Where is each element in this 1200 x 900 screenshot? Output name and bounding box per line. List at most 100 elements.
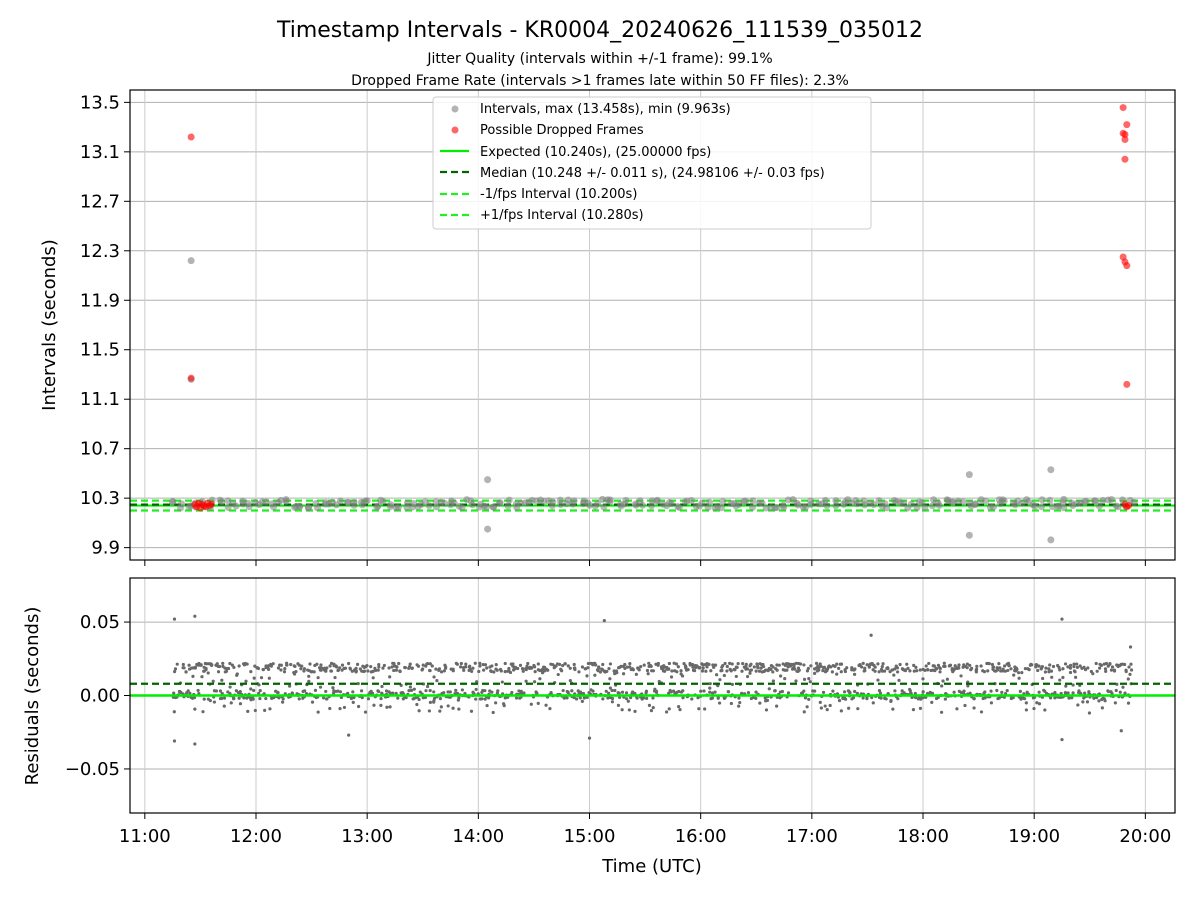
residual-point <box>871 701 875 705</box>
legend-entry-dropped: Possible Dropped Frames <box>480 123 644 138</box>
residual-point <box>448 690 452 694</box>
residual-point <box>220 696 224 700</box>
residual-point <box>1063 662 1068 666</box>
residual-point <box>916 697 920 701</box>
intervals-x-ticks <box>144 560 1146 566</box>
residual-point <box>915 669 919 673</box>
legend-entry-lower-bound: -1/fps Interval (10.200s) <box>480 187 637 202</box>
x-tick-label: 12:00 <box>230 826 282 847</box>
residual-point <box>644 689 649 693</box>
residual-point <box>549 690 553 695</box>
residual-point <box>879 696 883 700</box>
residual-point <box>212 700 217 704</box>
residual-point <box>249 687 253 691</box>
residual-point <box>347 661 351 666</box>
residual-point <box>856 707 860 711</box>
residual-point <box>798 662 803 666</box>
residual-point <box>245 696 249 700</box>
residual-point <box>428 669 432 673</box>
interval-point <box>1038 496 1046 504</box>
residual-point <box>759 666 763 670</box>
residual-point <box>918 706 923 710</box>
residual-point <box>1057 665 1061 670</box>
residual-point <box>792 664 796 668</box>
residual-point <box>322 666 327 670</box>
residual-point <box>259 676 264 680</box>
residual-point <box>336 668 340 673</box>
residual-point <box>216 670 221 674</box>
residual-point <box>491 710 495 715</box>
residual-point <box>1022 697 1027 701</box>
residual-point <box>1011 696 1015 700</box>
residual-point <box>873 669 877 673</box>
residual-point <box>303 689 307 693</box>
residual-point <box>1047 670 1051 674</box>
residual-point <box>740 691 744 695</box>
residual-point <box>249 669 253 674</box>
residual-point <box>508 670 513 675</box>
residual-point <box>404 696 408 700</box>
interval-point <box>218 498 226 506</box>
residual-point <box>1006 661 1011 665</box>
residual-point <box>777 663 781 667</box>
residual-point <box>1072 662 1076 666</box>
residual-point <box>921 677 925 681</box>
interval-point <box>244 499 252 507</box>
residual-point <box>201 710 205 714</box>
intervals-points <box>169 104 1138 544</box>
residual-point <box>621 672 626 676</box>
residual-point <box>645 668 650 673</box>
interval-point <box>441 499 449 507</box>
residual-point <box>346 691 350 695</box>
residual-point <box>735 665 739 670</box>
residual-point <box>780 689 785 694</box>
residual-point <box>435 678 439 683</box>
residual-point <box>1037 664 1041 668</box>
residual-point <box>610 696 615 701</box>
residual-point <box>293 664 297 669</box>
residual-point <box>925 691 930 696</box>
residual-point <box>394 668 398 672</box>
residual-point <box>754 669 758 673</box>
interval-point <box>653 496 661 504</box>
residual-point <box>624 697 629 701</box>
residual-point <box>630 667 635 671</box>
legend-marker-intervals <box>451 105 459 113</box>
residual-point <box>880 669 884 673</box>
residual-point <box>794 679 798 683</box>
residual-point <box>1073 670 1077 674</box>
residual-point <box>746 691 751 695</box>
residual-point <box>581 691 586 696</box>
residual-point <box>214 689 219 693</box>
residual-point <box>974 667 979 672</box>
residual-point <box>477 669 481 674</box>
residual-point <box>607 691 611 695</box>
residual-point <box>725 669 729 673</box>
residual-point <box>542 665 546 669</box>
residual-point <box>765 698 770 703</box>
residual-point <box>771 670 775 674</box>
residual-point <box>805 669 810 673</box>
residual-point <box>597 666 601 670</box>
residual-point <box>723 661 727 666</box>
residual-point <box>556 672 560 677</box>
residual-point <box>464 662 468 666</box>
interval-point <box>1046 496 1054 504</box>
residual-point <box>691 668 696 672</box>
residual-point <box>986 669 990 673</box>
legend-entry-median: Median (10.248 +/- 0.011 s), (24.98106 +… <box>480 166 825 181</box>
interval-point <box>971 501 979 509</box>
residual-point <box>275 690 279 694</box>
residual-point <box>619 664 623 668</box>
residual-point <box>503 661 507 666</box>
interval-point <box>719 498 727 506</box>
residual-point <box>192 696 197 700</box>
residual-point <box>757 669 762 673</box>
residual-point <box>1068 670 1073 675</box>
residual-point <box>507 666 511 671</box>
residual-point <box>664 710 669 714</box>
residual-point <box>471 666 475 670</box>
residual-point <box>708 686 712 690</box>
residual-point <box>914 665 918 669</box>
residual-point <box>876 662 880 666</box>
